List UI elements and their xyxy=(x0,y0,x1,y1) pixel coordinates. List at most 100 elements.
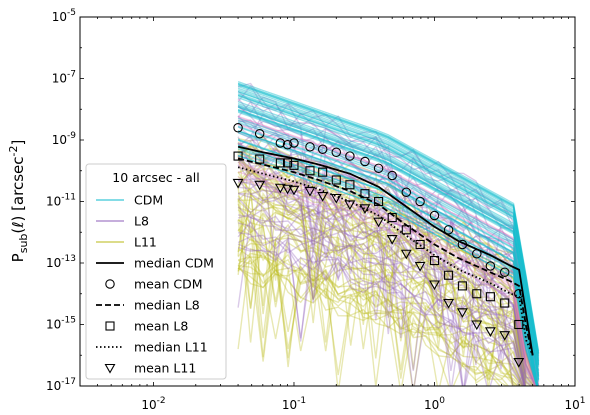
l11-sim-curve xyxy=(237,177,526,386)
marker-mean-cdm xyxy=(415,196,425,207)
l11-sim-curve xyxy=(237,207,526,386)
extra-sim-curve xyxy=(237,105,540,377)
l11-sim-curve xyxy=(237,143,538,386)
marker-mean-l8 xyxy=(444,270,454,280)
cdm-sim-curve xyxy=(237,84,540,355)
marker-mean-l11 xyxy=(484,327,496,337)
l11-sim-curve xyxy=(237,186,535,386)
l11-sim-curve xyxy=(237,247,517,386)
l8-sim-curve xyxy=(237,220,526,386)
l11-sim-curve xyxy=(237,169,532,386)
l11-sim-curve xyxy=(237,148,537,386)
extra-sim-curve xyxy=(237,171,537,386)
marker-mean-l11 xyxy=(274,183,286,194)
summary-lines xyxy=(237,145,534,356)
l8-sim-curve xyxy=(237,136,538,386)
marker-mean-l11 xyxy=(414,261,426,272)
extra-sim-curve xyxy=(237,176,536,386)
cdm-sim-curve xyxy=(237,110,540,381)
legend-entry-mean-l8-swatch xyxy=(105,321,115,331)
l11-sim-curve xyxy=(237,166,536,386)
l11-sim-curve xyxy=(237,259,509,386)
legend-entry-mean-l8-label: mean L8 xyxy=(134,319,188,334)
cdm-sim-curve xyxy=(237,154,538,386)
series-median-l8 xyxy=(237,157,534,356)
l11-sim-curve xyxy=(237,195,514,386)
l11-sim-curve xyxy=(237,159,535,386)
l8-sim-curve xyxy=(237,100,539,386)
marker-mean-l8 xyxy=(360,189,370,199)
l11-sim-curve xyxy=(237,252,524,386)
marker-mean-l8 xyxy=(318,167,328,177)
l11-sim-curve xyxy=(237,145,538,386)
l11-sim-curve xyxy=(237,264,501,386)
l11-sim-curve xyxy=(237,212,526,386)
marker-mean-l8 xyxy=(275,158,285,168)
marker-mean-l11 xyxy=(282,184,293,195)
series-median-cdm xyxy=(237,145,534,356)
legend-entry-cdm-label: CDM xyxy=(134,193,163,208)
cdm-sim-curve xyxy=(237,91,540,362)
legend-entry-mean-l11-label: mean L11 xyxy=(134,361,196,376)
legend-entry-median-l11-label: median L11 xyxy=(134,340,208,355)
l8-sim-curve xyxy=(238,232,525,386)
cdm-sim-curve xyxy=(237,146,538,386)
cdm-sim-curve xyxy=(237,89,540,360)
summary-markers xyxy=(232,123,525,368)
marker-mean-cdm xyxy=(514,288,524,299)
l8-sim-curve xyxy=(237,180,534,386)
l11-sim-curve xyxy=(237,219,525,386)
l11-sim-curve xyxy=(237,209,526,386)
cdm-sim-curve xyxy=(237,94,540,365)
cdm-sim-curve xyxy=(237,144,538,386)
axes: 10-2 10-1 100 101 10-17 10-15 10-13 10-11 10-9 10… xyxy=(46,8,585,412)
marker-mean-cdm xyxy=(387,170,397,181)
l8-sim-curve xyxy=(237,105,540,377)
l8-sim-curve xyxy=(237,152,538,386)
l8-sim-curve xyxy=(238,181,526,386)
l8-sim-curve xyxy=(237,222,525,386)
cdm-sim-curve xyxy=(237,129,539,386)
marker-mean-l11 xyxy=(499,331,511,341)
cdm-sim-curve xyxy=(237,106,540,377)
cdm-sim-curve xyxy=(237,82,540,353)
marker-mean-l11 xyxy=(386,235,398,245)
y-tick-label: 10-17 xyxy=(46,377,76,393)
l8-sim-curve xyxy=(237,243,523,386)
l11-sim-curve xyxy=(237,198,526,386)
l11-sim-curve xyxy=(237,253,525,386)
l11-sim-curve xyxy=(237,143,538,386)
l11-sim-curve xyxy=(237,148,538,386)
legend-entry-mean-l11-swatch xyxy=(104,363,116,374)
marker-mean-l11 xyxy=(330,193,342,204)
legend: 10 arcsec - all CDM L8 L11 median CDM mean CD… xyxy=(85,163,227,380)
l11-sim-curve xyxy=(237,191,526,386)
marker-mean-cdm xyxy=(373,163,384,174)
marker-mean-cdm xyxy=(401,187,412,197)
marker-mean-l8 xyxy=(514,319,524,330)
cdm-sim-curve xyxy=(237,109,540,381)
cdm-sim-curve xyxy=(237,144,538,386)
l11-sim-curve xyxy=(237,175,524,386)
y-tick-label: 10-11 xyxy=(46,193,76,209)
marker-mean-l8 xyxy=(345,180,355,190)
cdm-sim-curve xyxy=(237,132,539,386)
marker-mean-l11 xyxy=(344,200,356,211)
marker-mean-cdm xyxy=(429,210,440,221)
marker-mean-cdm xyxy=(254,128,265,139)
legend-entry-mean-cdm-label: mean CDM xyxy=(134,277,203,292)
cdm-sim-curve xyxy=(237,106,540,377)
l11-sim-curve xyxy=(237,183,537,386)
legend-entry-mean-cdm-swatch xyxy=(105,279,115,289)
legend-entry-l11-label: L11 xyxy=(134,235,157,250)
cdm-sim-curve xyxy=(237,94,540,366)
legend-title: 10 arcsec - all xyxy=(112,170,199,185)
l11-sim-curve xyxy=(237,134,538,386)
l8-sim-curve xyxy=(238,187,537,386)
x-tick-label: 101 xyxy=(564,396,585,412)
marker-mean-l8 xyxy=(429,256,440,266)
marker-mean-cdm xyxy=(360,156,370,167)
l8-sim-curve xyxy=(237,96,539,381)
x-tick-label: 100 xyxy=(424,396,445,412)
